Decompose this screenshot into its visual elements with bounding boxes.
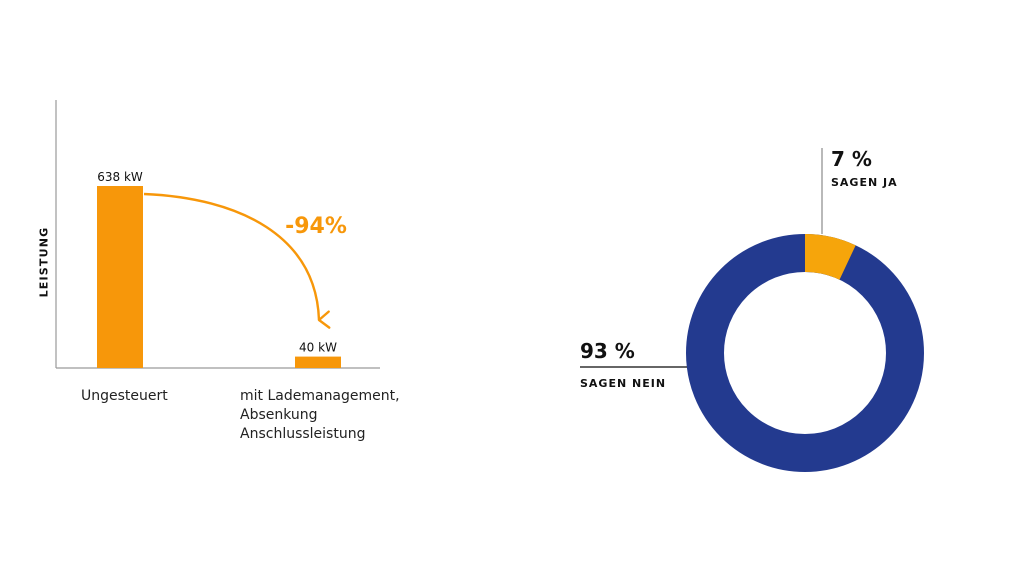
y-axis-label: LEISTUNG — [37, 226, 51, 298]
x-tick-label-line: Ungesteuert — [81, 388, 168, 404]
reduction-arrow — [143, 192, 331, 329]
donut-slice-nein — [686, 234, 924, 472]
x-tick-label-lademanagement: mit Lademanagement, Absenkung Anschlussl… — [240, 387, 400, 444]
x-tick-label-line: Anschlussleistung — [240, 426, 366, 442]
donut-label-ja: SAGEN JA — [831, 176, 898, 189]
reduction-annotation: -94% — [285, 214, 347, 239]
donut-slice-ja — [805, 234, 856, 280]
donut-percent-ja: 7 % — [831, 147, 872, 171]
x-tick-label-line: Absenkung — [240, 407, 318, 423]
bar-lademanagement — [295, 356, 341, 368]
donut-percent-nein: 93 % — [580, 339, 635, 363]
bar-ungesteuert — [97, 186, 143, 368]
donut-label-nein: SAGEN NEIN — [580, 377, 666, 390]
x-tick-label-line: mit Lademanagement, — [240, 388, 400, 404]
bar-value-label-ungesteuert: 638 kW — [97, 170, 143, 184]
x-tick-label-ungesteuert: Ungesteuert — [81, 387, 168, 406]
bar-value-label-lademanagement: 40 kW — [299, 341, 337, 355]
